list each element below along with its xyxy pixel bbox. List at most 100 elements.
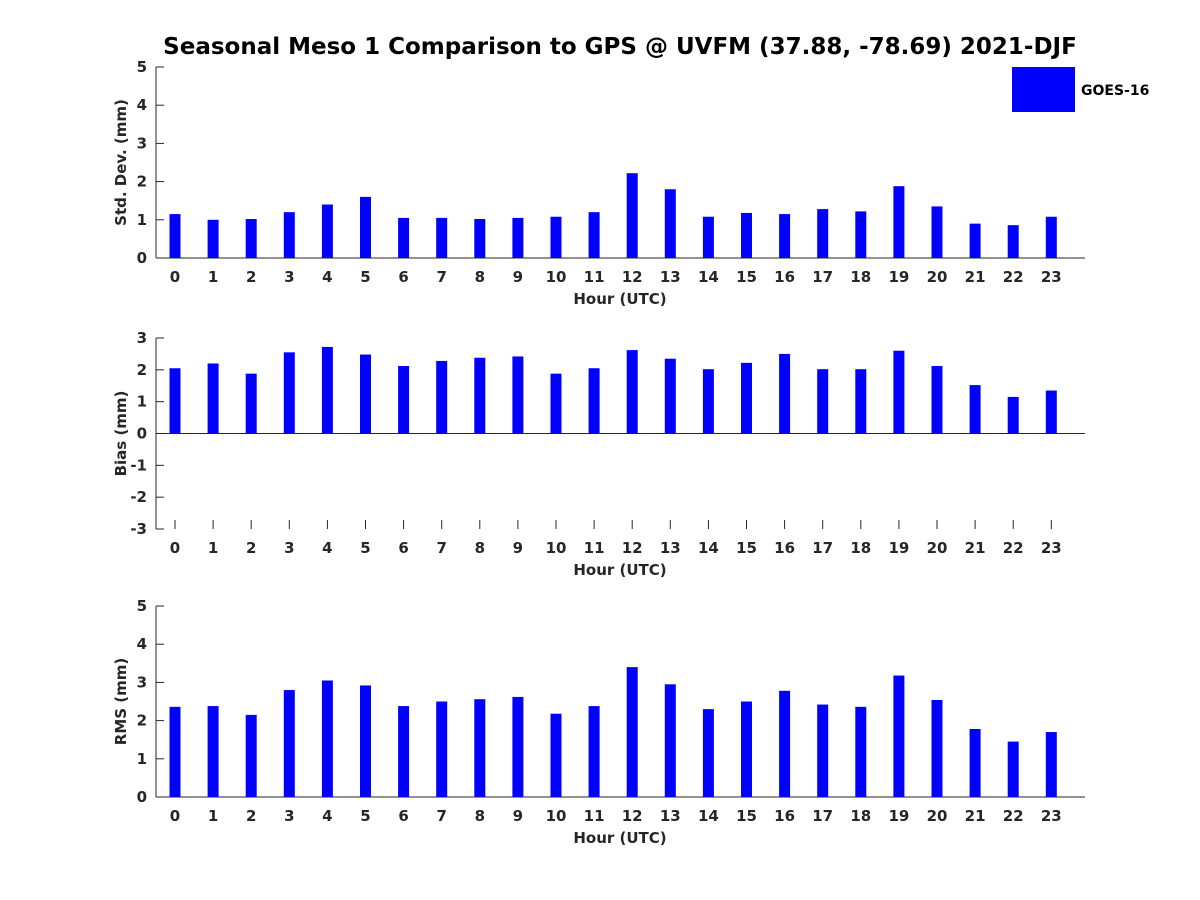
bias-bar-hour-16 xyxy=(779,353,791,434)
std-dev-x-tick-label: 16 xyxy=(774,268,795,286)
rms-x-tick-label: 14 xyxy=(698,807,719,825)
bias-bar-hour-3 xyxy=(283,352,295,434)
rms-bar-hour-23 xyxy=(1045,732,1057,797)
bias-x-tick-label: 11 xyxy=(584,539,605,557)
bias-bar-hour-22 xyxy=(1007,396,1019,434)
rms-x-axis-label: Hour (UTC) xyxy=(573,829,666,847)
bias-x-tick-label: 1 xyxy=(208,539,218,557)
std-dev-bar-hour-20 xyxy=(931,206,943,258)
bias-bar-hour-13 xyxy=(664,358,676,434)
std-dev-bar-hour-21 xyxy=(969,223,981,258)
rms-x-tick-label: 10 xyxy=(546,807,567,825)
std-dev-bar-hour-12 xyxy=(626,173,638,258)
rms-bar-hour-9 xyxy=(512,696,524,797)
bias-bar-hour-10 xyxy=(550,373,562,434)
rms-x-tick-label: 0 xyxy=(170,807,180,825)
std-dev-bar-hour-3 xyxy=(283,212,295,258)
std-dev-bar-hour-19 xyxy=(893,186,905,258)
bias-x-tick-label: 2 xyxy=(246,539,256,557)
bias-bar-hour-18 xyxy=(855,369,867,434)
std-dev-x-axis-label: Hour (UTC) xyxy=(573,290,666,308)
bias-x-tick-label: 23 xyxy=(1041,539,1062,557)
legend-label: GOES-16 xyxy=(1081,83,1149,99)
std-dev-x-tick-label: 2 xyxy=(246,268,256,286)
rms-x-tick-label: 9 xyxy=(513,807,523,825)
rms-y-tick-label: 5 xyxy=(137,597,147,615)
rms-bar-hour-8 xyxy=(474,699,486,797)
std-dev-x-tick-label: 11 xyxy=(584,268,605,286)
std-dev-y-tick-label: 5 xyxy=(137,58,147,76)
std-dev-x-tick-label: 14 xyxy=(698,268,719,286)
std-dev-x-tick-label: 7 xyxy=(436,268,446,286)
std-dev-bar-hour-4 xyxy=(321,204,333,258)
rms-x-tick-label: 15 xyxy=(736,807,757,825)
rms-bar-hour-10 xyxy=(550,713,562,797)
std-dev-x-tick-label: 4 xyxy=(322,268,332,286)
bias-x-tick-label: 9 xyxy=(513,539,523,557)
bias-x-tick-label: 10 xyxy=(546,539,567,557)
std-dev-x-tick-label: 15 xyxy=(736,268,757,286)
rms-x-tick-label: 21 xyxy=(965,807,986,825)
std-dev-bar-hour-8 xyxy=(474,219,486,258)
std-dev-y-tick-label: 3 xyxy=(137,134,147,152)
rms-bar-hour-22 xyxy=(1007,741,1019,797)
rms-bar-hour-15 xyxy=(741,701,752,797)
bias-bar-hour-15 xyxy=(741,362,752,434)
bias-y-tick-label: -2 xyxy=(130,488,147,506)
bias-bar-hour-19 xyxy=(893,350,905,434)
bias-y-tick-label: -3 xyxy=(130,520,147,538)
std-dev-x-tick-label: 3 xyxy=(284,268,294,286)
bias-bar-hour-21 xyxy=(969,385,981,434)
bias-x-tick-label: 3 xyxy=(284,539,294,557)
bias-bar-hour-1 xyxy=(207,363,219,434)
std-dev-y-tick-label: 4 xyxy=(137,96,147,114)
std-dev-bar-hour-0 xyxy=(169,214,181,258)
rms-bar-hour-14 xyxy=(702,709,714,797)
std-dev-bar-hour-6 xyxy=(398,217,410,258)
rms-y-tick-label: 4 xyxy=(137,635,147,653)
std-dev-bar-hour-18 xyxy=(855,211,867,258)
bias-x-tick-label: 8 xyxy=(475,539,485,557)
rms-x-tick-label: 3 xyxy=(284,807,294,825)
std-dev-y-tick-label: 1 xyxy=(137,211,147,229)
std-dev-bar-hour-11 xyxy=(588,212,600,258)
bias-y-tick-label: 2 xyxy=(137,361,147,379)
bias-bar-hour-0 xyxy=(169,368,181,434)
std-dev-bar-hour-7 xyxy=(436,217,448,258)
std-dev-x-tick-label: 5 xyxy=(360,268,370,286)
std-dev-x-tick-label: 9 xyxy=(513,268,523,286)
std-dev-y-tick-label: 2 xyxy=(137,173,147,191)
bias-bar-hour-5 xyxy=(360,354,371,434)
std-dev-bar-hour-9 xyxy=(512,217,524,258)
rms-x-tick-label: 22 xyxy=(1003,807,1024,825)
bias-x-tick-label: 6 xyxy=(398,539,408,557)
rms-bar-hour-3 xyxy=(283,690,295,797)
rms-bar-hour-20 xyxy=(931,699,943,797)
rms-bar-hour-19 xyxy=(893,675,905,797)
std-dev-bar-hour-16 xyxy=(779,214,791,258)
bias-bar-hour-12 xyxy=(626,350,638,434)
rms-bar-hour-2 xyxy=(245,714,257,797)
std-dev-x-tick-label: 22 xyxy=(1003,268,1024,286)
rms-bar-hour-7 xyxy=(436,701,448,797)
rms-bar-hour-13 xyxy=(664,684,676,797)
rms-bar-hour-5 xyxy=(360,685,371,797)
std-dev-x-tick-label: 13 xyxy=(660,268,681,286)
rms-x-tick-label: 11 xyxy=(584,807,605,825)
std-dev-x-tick-label: 20 xyxy=(927,268,948,286)
rms-x-tick-label: 4 xyxy=(322,807,332,825)
std-dev-y-tick-label: 0 xyxy=(137,249,147,267)
legend: GOES-16 xyxy=(1012,67,1149,112)
bias-bar-hour-9 xyxy=(512,356,524,434)
rms-bar-hour-16 xyxy=(779,690,791,797)
rms-y-axis-label: RMS (mm) xyxy=(112,658,130,745)
rms-bar-hour-6 xyxy=(398,706,410,797)
rms-x-tick-label: 13 xyxy=(660,807,681,825)
bias-x-tick-label: 13 xyxy=(660,539,681,557)
bias-x-tick-label: 19 xyxy=(888,539,909,557)
